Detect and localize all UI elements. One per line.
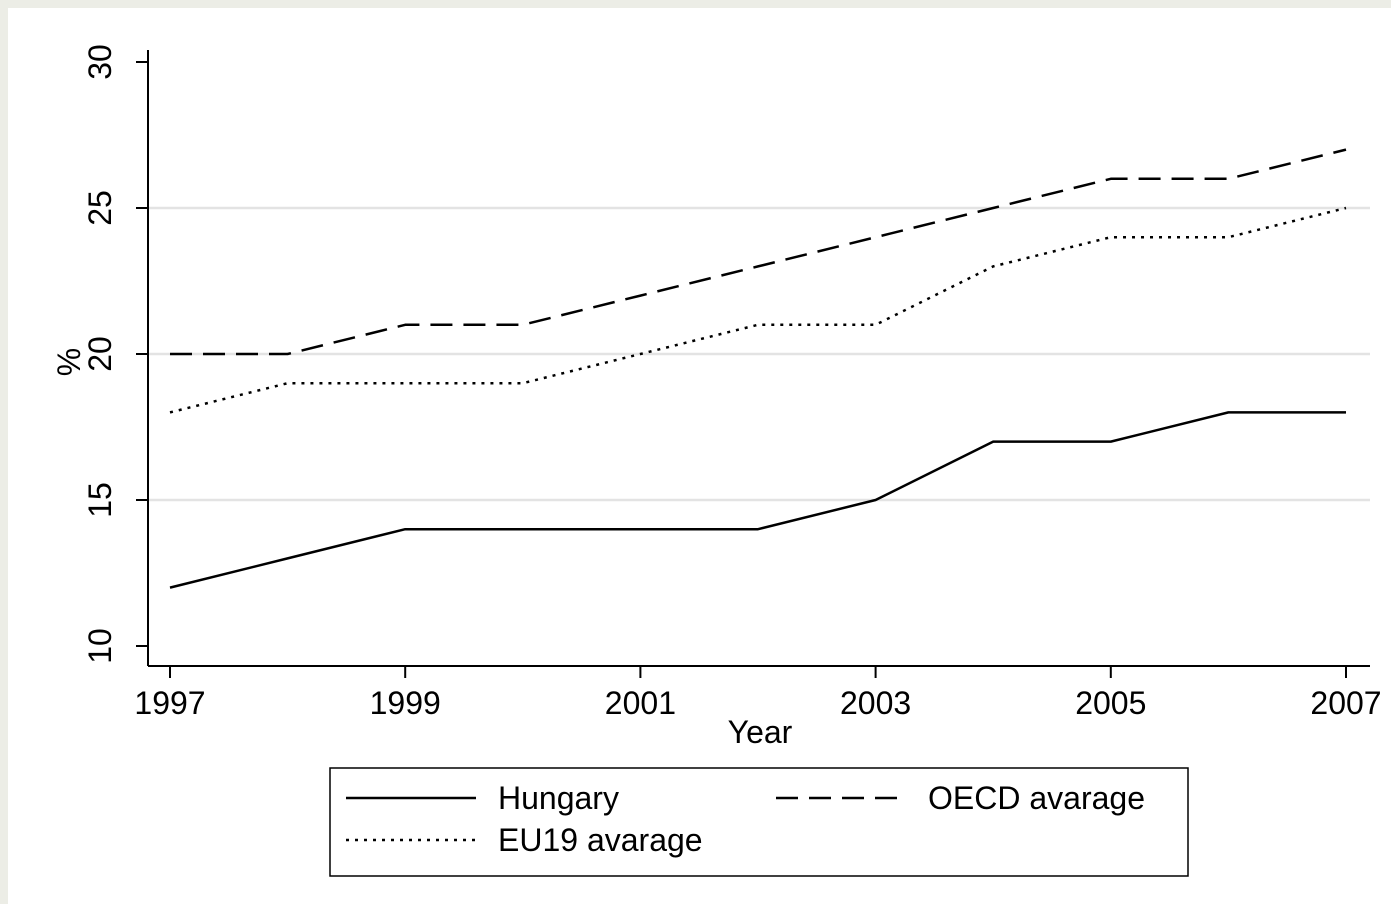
y-tick-label: 30 xyxy=(82,44,118,80)
y-axis-title: % xyxy=(51,348,87,376)
axes xyxy=(147,50,1370,667)
chart-figure: 10 15 20 25 30 1997 1999 2001 2003 2005 2007 Year … xyxy=(8,8,1391,904)
x-tick-label: 2007 xyxy=(1310,685,1381,721)
series-line-eu19-avarage xyxy=(169,206,1347,414)
y-tick-label: 20 xyxy=(82,336,118,372)
y-tick-label: 15 xyxy=(82,482,118,518)
gridlines xyxy=(149,206,1370,502)
x-axis-title: Year xyxy=(728,714,793,750)
legend-label-eu19-avarage: EU19 avarage xyxy=(498,822,703,858)
legend-label-oecd-avarage: OECD avarage xyxy=(928,780,1145,816)
legend-label-hungary: Hungary xyxy=(498,780,619,816)
legend-box xyxy=(329,767,1189,877)
ticks: 10 15 20 25 30 1997 1999 2001 2003 2005 2007 xyxy=(82,44,1382,721)
x-tick-label: 2005 xyxy=(1075,685,1146,721)
x-tick-label: 2001 xyxy=(605,685,676,721)
legend: Hungary OECD avarage EU19 avarage xyxy=(329,767,1189,877)
series-line-oecd-avarage xyxy=(170,148,1347,356)
x-tick-label: 2003 xyxy=(840,685,911,721)
x-tick-label: 1997 xyxy=(134,685,205,721)
y-tick-label: 10 xyxy=(82,628,118,664)
y-tick-label: 25 xyxy=(82,190,118,226)
x-tick-label: 1999 xyxy=(370,685,441,721)
series-lines xyxy=(169,148,1347,589)
